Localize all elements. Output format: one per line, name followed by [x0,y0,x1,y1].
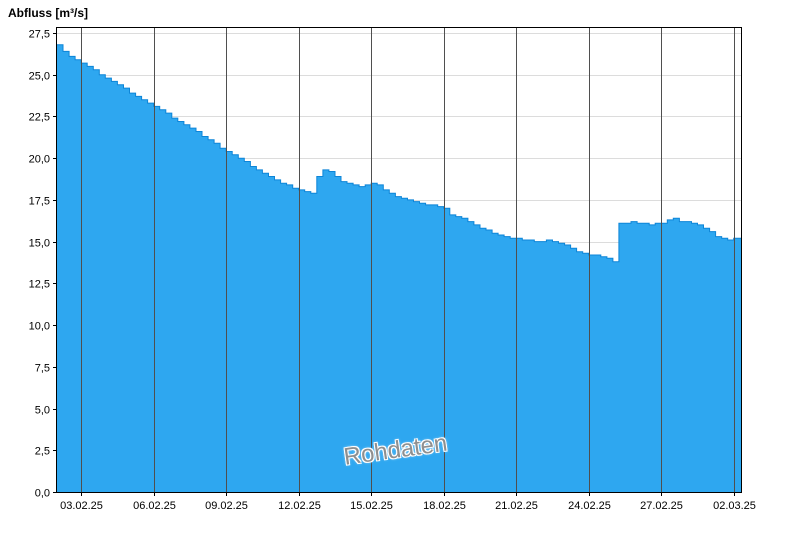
y-tick-label: 15,0 [29,238,50,250]
y-tick-label: 12,5 [29,279,50,291]
x-tick-label: 24.02.25 [568,500,611,512]
y-tick-label: 25,0 [29,71,50,83]
y-tick-label: 5,0 [35,405,50,417]
vertical-gridlines [81,28,735,492]
y-tick-label: 2,5 [35,446,50,458]
x-tick-label: 27.02.25 [640,500,683,512]
x-tick-label: 09.02.25 [205,500,248,512]
y-tick-label: 20,0 [29,154,50,166]
y-tick-label: 10,0 [29,321,50,333]
y-tick-label: 0,0 [35,488,50,500]
plot-frame [56,27,742,493]
y-tick-label: 7,5 [35,363,50,375]
x-tick-label: 02.03.25 [713,500,756,512]
discharge-area [57,44,741,492]
y-axis: 0,0 2,5 5,0 7,5 10,0 12,5 15,0 17,5 20,0 22,5 25,0… [29,29,57,500]
y-tick-label: 17,5 [29,196,50,208]
y-axis-title: Abfluss [m³/s] [8,6,89,20]
x-axis: 03.02.25 06.02.25 09.02.25 12.02.25 15.02.25… [60,492,756,512]
x-tick-label: 06.02.25 [133,500,176,512]
x-tick-label: 03.02.25 [60,500,103,512]
x-tick-label: 21.02.25 [495,500,538,512]
y-tick-label: 27,5 [29,29,50,41]
y-tick-label: 22,5 [29,112,50,124]
discharge-line [57,44,741,263]
x-tick-label: 18.02.25 [423,500,466,512]
x-tick-label: 12.02.25 [278,500,321,512]
x-tick-label: 15.02.25 [350,500,393,512]
